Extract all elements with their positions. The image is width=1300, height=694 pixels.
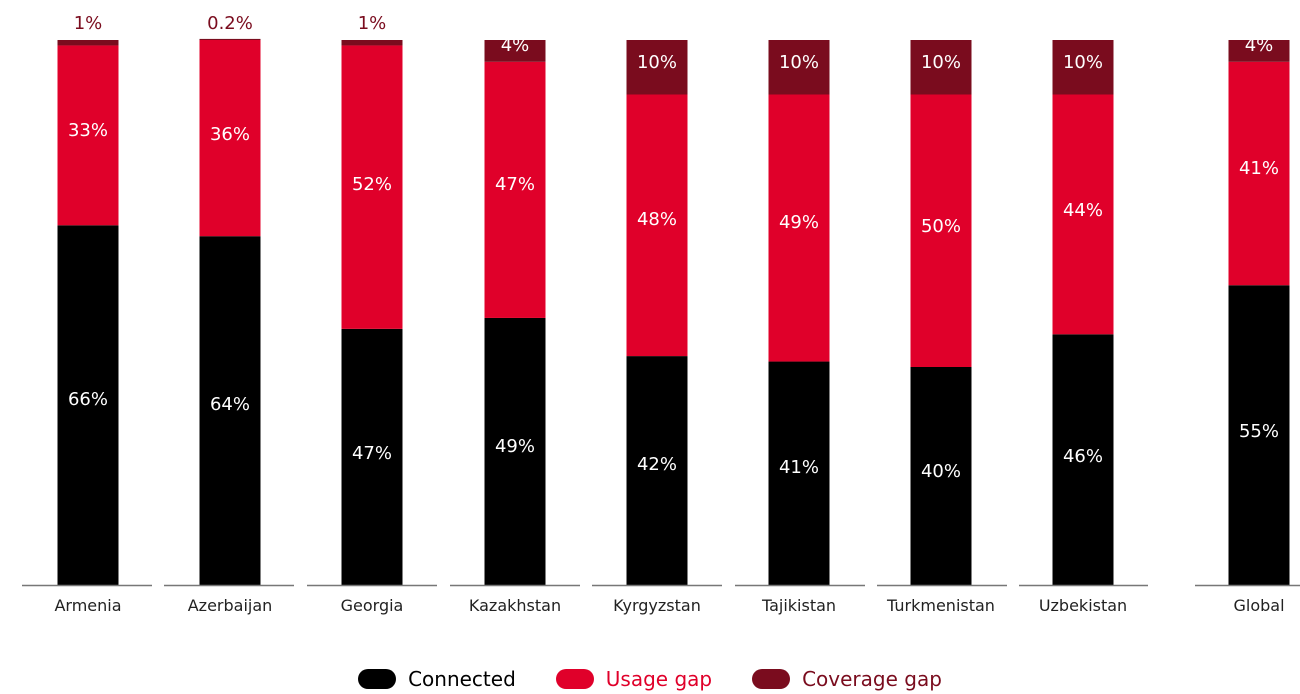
bar-segment-coverage-gap bbox=[1052, 40, 1114, 95]
legend-item-connected: Connected bbox=[358, 667, 516, 691]
data-label: 40% bbox=[921, 461, 961, 482]
chart-legend: Connected Usage gap Coverage gap bbox=[0, 664, 1300, 694]
data-label: 47% bbox=[495, 174, 535, 195]
bar-segment-connected bbox=[341, 328, 403, 585]
bar-segment-usage-gap bbox=[1052, 94, 1114, 335]
bar-segment-usage-gap bbox=[57, 45, 119, 226]
bar-segment-coverage-gap bbox=[57, 40, 119, 46]
data-label: 66% bbox=[68, 389, 108, 410]
bar-segment-usage-gap bbox=[199, 40, 261, 237]
bar-segment-coverage-gap bbox=[484, 40, 546, 62]
bar-segment-connected bbox=[910, 367, 972, 585]
bar-segment-connected bbox=[1228, 285, 1290, 585]
bar-segment-coverage-gap bbox=[199, 38, 261, 40]
data-label: 46% bbox=[1063, 446, 1103, 467]
data-label: 4% bbox=[501, 35, 530, 56]
bar-segment-connected bbox=[626, 356, 688, 585]
data-label: 0.2% bbox=[207, 13, 253, 34]
bar-segment-connected bbox=[1052, 334, 1114, 585]
data-label: 10% bbox=[921, 52, 961, 73]
x-tick-label: Azerbaijan bbox=[188, 596, 273, 615]
x-tick-label: Armenia bbox=[54, 596, 121, 615]
legend-swatch-connected bbox=[358, 669, 397, 689]
data-label: 36% bbox=[210, 124, 250, 145]
legend-label-connected: Connected bbox=[408, 667, 516, 691]
x-tick-label: Global bbox=[1233, 596, 1284, 615]
bar-segment-coverage-gap bbox=[626, 40, 688, 95]
bar-segment-coverage-gap bbox=[768, 40, 830, 95]
data-label: 33% bbox=[68, 120, 108, 141]
bar-segment-connected bbox=[57, 225, 119, 586]
data-label: 41% bbox=[1239, 158, 1279, 179]
x-tick-label: Uzbekistan bbox=[1039, 596, 1127, 615]
bar-segment-usage-gap bbox=[768, 94, 830, 362]
legend-label-usage-gap: Usage gap bbox=[605, 667, 713, 691]
bar-segment-usage-gap bbox=[484, 61, 546, 318]
data-label: 10% bbox=[1063, 52, 1103, 73]
data-label: 48% bbox=[637, 209, 677, 230]
data-label: 4% bbox=[1245, 35, 1274, 56]
legend-label-coverage-gap: Coverage gap bbox=[802, 667, 942, 691]
x-tick-label: Turkmenistan bbox=[886, 596, 995, 615]
data-label: 44% bbox=[1063, 200, 1103, 221]
data-label: 10% bbox=[779, 52, 819, 73]
legend-item-coverage-gap: Coverage gap bbox=[752, 667, 942, 691]
bar-segment-coverage-gap bbox=[341, 40, 403, 46]
data-label: 64% bbox=[210, 394, 250, 415]
data-label: 41% bbox=[779, 457, 819, 478]
legend-item-usage-gap: Usage gap bbox=[555, 667, 713, 691]
data-label: 49% bbox=[495, 436, 535, 457]
bar-segment-coverage-gap bbox=[910, 40, 972, 95]
bar-segment-coverage-gap bbox=[1228, 40, 1290, 62]
data-label: 47% bbox=[352, 443, 392, 464]
bar-segment-connected bbox=[768, 361, 830, 585]
legend-swatch-usage-gap bbox=[555, 669, 594, 689]
data-label: 49% bbox=[779, 212, 819, 233]
data-label: 42% bbox=[637, 454, 677, 475]
data-label: 50% bbox=[921, 216, 961, 237]
bar-segment-usage-gap bbox=[341, 45, 403, 329]
x-tick-label: Kyrgyzstan bbox=[613, 596, 701, 615]
bar-segment-usage-gap bbox=[1228, 61, 1290, 286]
data-label: 1% bbox=[358, 13, 387, 34]
bar-segment-usage-gap bbox=[910, 94, 972, 367]
data-label: 1% bbox=[74, 13, 103, 34]
x-tick-label: Kazakhstan bbox=[469, 596, 561, 615]
legend-swatch-coverage-gap bbox=[752, 669, 791, 689]
data-label: 52% bbox=[352, 174, 392, 195]
data-label: 55% bbox=[1239, 421, 1279, 442]
x-tick-label: Georgia bbox=[341, 596, 404, 615]
x-tick-label: Tajikistan bbox=[761, 596, 836, 615]
bar-segment-connected bbox=[199, 236, 261, 585]
bar-segment-usage-gap bbox=[626, 94, 688, 357]
data-label: 10% bbox=[637, 52, 677, 73]
bar-segment-connected bbox=[484, 317, 546, 585]
